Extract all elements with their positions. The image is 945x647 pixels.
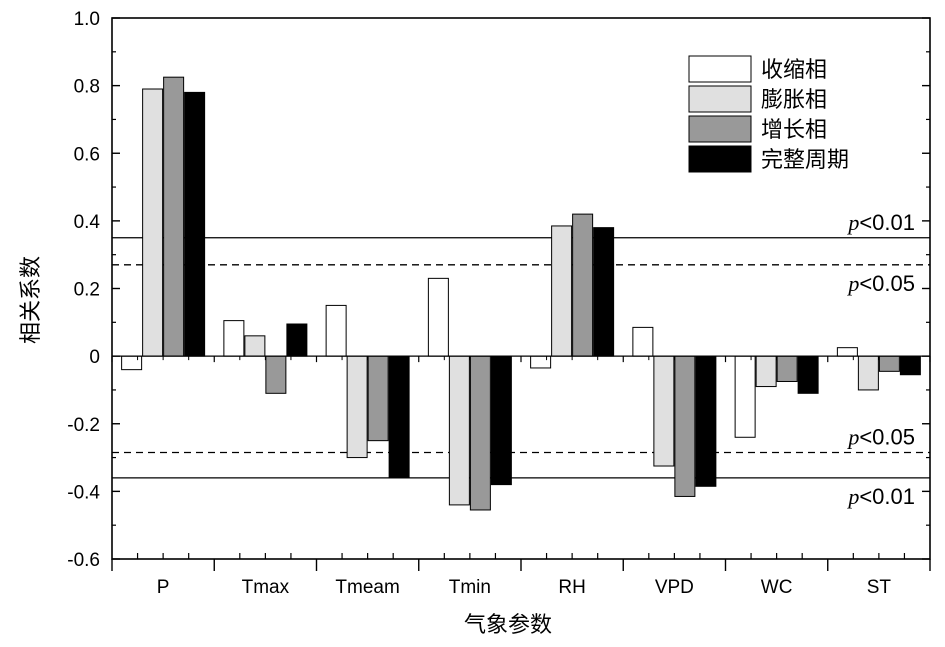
- legend-label-4: 完整周期: [761, 148, 849, 173]
- p-threshold: <0.01: [859, 484, 915, 509]
- bar-tmeam-series-2: [346, 355, 368, 459]
- y-tick-label: -0.2: [67, 415, 100, 436]
- significance-label-2: p<0.05: [846, 271, 915, 296]
- legend-swatch-4: [688, 145, 752, 173]
- significance-label-4: p<0.01: [846, 484, 915, 509]
- x-tick-label-wc: WC: [761, 577, 793, 598]
- bar-p-series-1: [121, 355, 143, 371]
- bar-rh-series-2: [551, 225, 573, 357]
- bar-tmax-series-4: [286, 323, 308, 357]
- legend-swatch-3: [688, 115, 752, 143]
- bar-tmin-series-3: [469, 355, 491, 511]
- bar-tmeam-series-4: [388, 355, 410, 479]
- bar-tmeam-series-1: [325, 304, 347, 357]
- bar-p-series-4: [184, 91, 206, 357]
- significance-label-3: p<0.05: [846, 424, 915, 449]
- significance-labels: p<0.01p<0.05p<0.05p<0.01: [846, 210, 915, 509]
- bar-tmin-series-1: [427, 277, 449, 357]
- bar-rh-series-3: [572, 213, 594, 357]
- p-symbol: p: [846, 484, 859, 509]
- y-tick-label: -0.6: [67, 550, 100, 571]
- legend-swatch-1: [688, 55, 752, 83]
- bar-wc-series-4: [797, 355, 819, 394]
- y-tick-label: 1.0: [74, 9, 100, 30]
- y-tick-label: -0.4: [67, 482, 100, 503]
- legend-label-3: 增长相: [761, 118, 827, 143]
- y-tick-label: 0: [89, 347, 100, 368]
- bar-vpd-series-3: [674, 355, 696, 497]
- legend-label-2: 膨胀相: [761, 88, 827, 113]
- significance-label-1: p<0.01: [846, 210, 915, 235]
- p-symbol: p: [846, 271, 859, 296]
- p-threshold: <0.05: [859, 424, 915, 449]
- bar-tmin-series-4: [490, 355, 512, 486]
- significance-lines: [112, 237, 930, 479]
- bar-p-series-3: [163, 76, 185, 357]
- x-axis-ticks: P Tmax Tmeam Tmin RH VPD WC ST: [111, 356, 931, 598]
- y-axis-title: 相关系数: [19, 256, 44, 344]
- bar-vpd-series-2: [653, 355, 675, 467]
- bar-wc-series-1: [734, 355, 756, 438]
- x-tick-label-tmin: Tmin: [449, 577, 491, 598]
- legend-label-1: 收缩相: [761, 58, 827, 83]
- bar-wc-series-3: [776, 355, 798, 382]
- x-tick-label-tmax: Tmax: [242, 577, 290, 598]
- p-threshold: <0.05: [859, 271, 915, 296]
- x-tick-label-rh: RH: [558, 577, 585, 598]
- y-tick-label: 0.4: [74, 212, 101, 233]
- bar-st-series-3: [878, 355, 900, 372]
- bar-rh-series-4: [593, 227, 615, 357]
- p-symbol: p: [846, 424, 859, 449]
- bar-st-series-1: [836, 347, 858, 357]
- x-tick-label-vpd: VPD: [655, 577, 694, 598]
- y-axis-ticks: 1.0 0.8 0.6 0.4 0.2 0 -0.2 -0.4 -0.6: [67, 9, 930, 571]
- bar-wc-series-2: [755, 355, 777, 388]
- y-tick-label: 0.8: [74, 77, 100, 98]
- bar-vpd-series-4: [695, 355, 717, 487]
- y-tick-label: 0.6: [74, 144, 100, 165]
- bar-tmax-series-3: [265, 355, 287, 394]
- bar-tmax-series-1: [223, 320, 245, 357]
- bar-rh-series-1: [530, 355, 552, 369]
- bar-st-series-4: [899, 355, 921, 376]
- bar-st-series-2: [857, 355, 879, 391]
- x-axis-title: 气象参数: [464, 613, 552, 638]
- x-tick-label-st: ST: [867, 577, 892, 598]
- bar-tmin-series-2: [448, 355, 470, 506]
- bar-tmax-series-2: [244, 335, 266, 357]
- x-tick-label-tmeam: Tmeam: [335, 577, 399, 598]
- p-threshold: <0.01: [859, 210, 915, 235]
- legend-swatch-2: [688, 85, 752, 113]
- bar-p-series-2: [142, 88, 164, 357]
- y-tick-label: 0.2: [74, 280, 100, 301]
- bar-tmeam-series-3: [367, 355, 389, 442]
- x-tick-label-p: P: [157, 577, 170, 598]
- bar-vpd-series-1: [632, 326, 654, 357]
- bar-series: [121, 76, 921, 511]
- p-symbol: p: [846, 210, 859, 235]
